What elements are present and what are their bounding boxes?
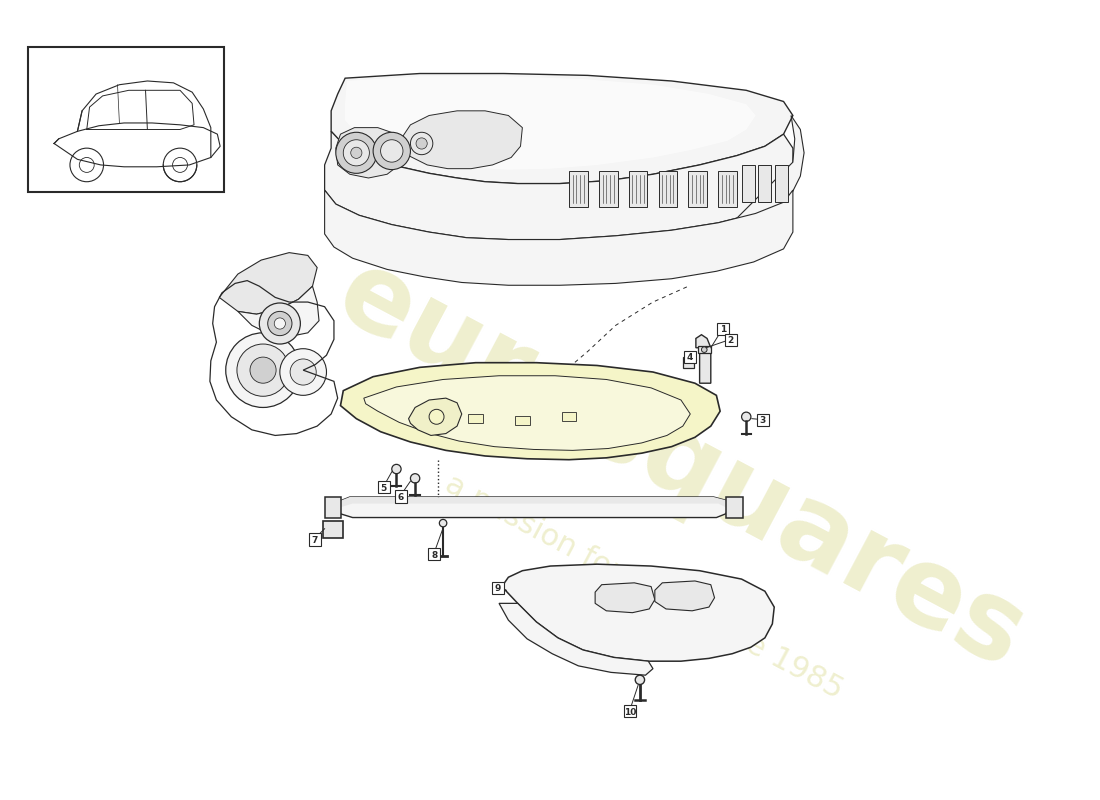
Polygon shape <box>502 564 774 661</box>
Circle shape <box>267 311 292 336</box>
Text: 1: 1 <box>720 325 726 334</box>
Circle shape <box>279 349 327 395</box>
Bar <box>395 490 407 502</box>
Circle shape <box>236 344 289 396</box>
Bar <box>377 481 389 494</box>
Text: 3: 3 <box>759 417 766 426</box>
Text: 10: 10 <box>624 707 636 717</box>
Bar <box>492 582 504 594</box>
Circle shape <box>635 675 645 685</box>
Bar <box>309 534 321 546</box>
Bar <box>689 171 707 207</box>
Bar <box>598 171 617 207</box>
Polygon shape <box>399 111 522 169</box>
Text: 6: 6 <box>397 493 404 502</box>
Text: eurøsquares: eurøsquares <box>319 239 1043 691</box>
Text: 4: 4 <box>686 353 693 362</box>
Polygon shape <box>595 583 654 613</box>
Circle shape <box>439 519 447 527</box>
Polygon shape <box>345 76 756 170</box>
Bar <box>684 350 696 362</box>
Text: a passion for cars since 1985: a passion for cars since 1985 <box>440 469 848 704</box>
Bar <box>629 171 648 207</box>
Text: 5: 5 <box>381 484 387 493</box>
Bar <box>757 414 769 426</box>
Polygon shape <box>408 398 462 435</box>
Circle shape <box>274 318 285 329</box>
Bar <box>726 497 742 518</box>
Bar <box>697 346 711 354</box>
Polygon shape <box>336 128 403 178</box>
Polygon shape <box>336 497 729 518</box>
Circle shape <box>416 138 427 149</box>
Bar <box>428 548 440 561</box>
Bar <box>717 322 729 334</box>
Polygon shape <box>238 286 319 337</box>
Polygon shape <box>499 603 653 675</box>
Bar <box>515 416 530 425</box>
Bar <box>421 410 437 418</box>
Circle shape <box>290 359 316 385</box>
Circle shape <box>260 303 300 344</box>
Text: 8: 8 <box>431 551 438 560</box>
Bar <box>562 412 576 422</box>
Circle shape <box>741 412 751 422</box>
Circle shape <box>410 474 420 483</box>
Bar <box>322 522 343 538</box>
Circle shape <box>226 333 300 407</box>
Bar <box>324 497 341 518</box>
Bar <box>758 165 771 202</box>
Bar <box>469 414 483 423</box>
Text: 7: 7 <box>311 536 318 545</box>
Circle shape <box>410 132 432 154</box>
Bar <box>683 357 694 368</box>
Polygon shape <box>341 497 727 507</box>
Polygon shape <box>718 115 804 237</box>
Circle shape <box>702 347 707 353</box>
Text: 2: 2 <box>728 336 734 346</box>
Polygon shape <box>654 581 715 611</box>
Bar <box>718 171 737 207</box>
Circle shape <box>351 147 362 158</box>
Circle shape <box>250 357 276 383</box>
Bar <box>659 171 678 207</box>
Circle shape <box>373 132 410 170</box>
Polygon shape <box>364 376 691 450</box>
Circle shape <box>336 132 377 174</box>
Circle shape <box>429 410 444 424</box>
Bar <box>725 334 737 346</box>
Text: 9: 9 <box>495 584 500 594</box>
Circle shape <box>392 464 402 474</box>
Circle shape <box>343 140 370 166</box>
Polygon shape <box>331 74 793 183</box>
Bar <box>776 165 789 202</box>
Polygon shape <box>219 253 317 314</box>
Polygon shape <box>696 334 711 383</box>
Polygon shape <box>324 131 793 239</box>
Polygon shape <box>341 362 720 460</box>
Bar <box>624 705 636 717</box>
Bar <box>28 47 224 192</box>
Circle shape <box>381 140 403 162</box>
Bar <box>741 165 755 202</box>
Polygon shape <box>324 190 793 286</box>
Bar <box>569 171 587 207</box>
